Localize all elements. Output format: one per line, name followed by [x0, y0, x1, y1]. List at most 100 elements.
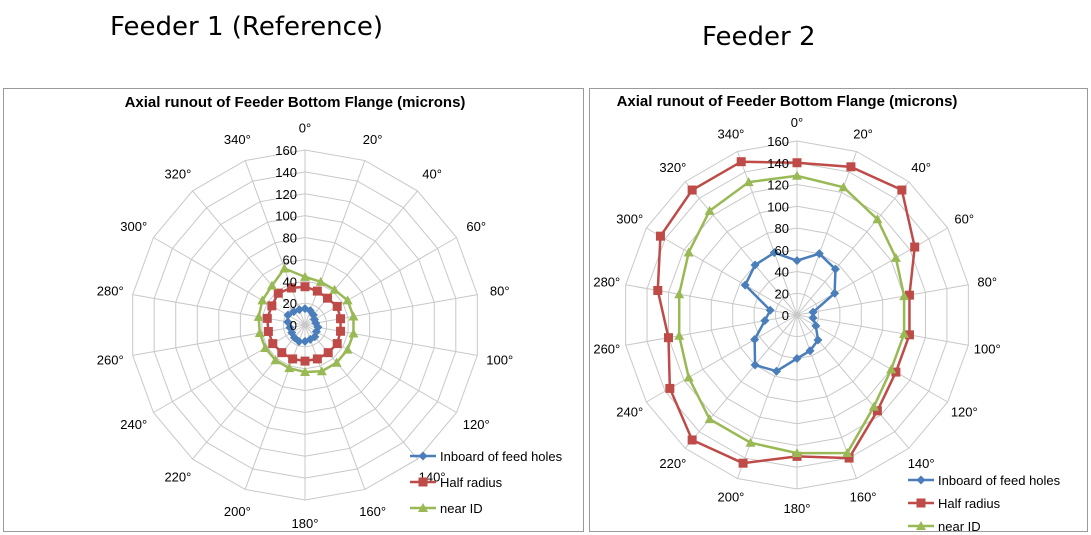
data-point	[740, 280, 750, 290]
grid-spoke	[132, 294, 306, 326]
data-point	[273, 288, 283, 298]
angle-label: 340°	[717, 127, 744, 142]
grid-spoke	[192, 324, 306, 460]
angle-label: 40°	[911, 160, 931, 175]
data-point	[687, 435, 697, 445]
radial-tick-label: 20	[775, 286, 789, 301]
data-point	[300, 282, 310, 292]
angle-label: 20°	[363, 132, 383, 147]
data-point	[312, 354, 322, 364]
data-point	[674, 330, 685, 340]
data-point	[312, 286, 322, 296]
data-point	[805, 346, 815, 356]
data-point	[808, 307, 818, 317]
data-point	[284, 363, 295, 373]
grid-spoke	[153, 237, 306, 326]
angle-label: 100°	[486, 352, 513, 367]
data-point	[842, 447, 853, 457]
angle-label: 320°	[164, 167, 191, 182]
data-point	[270, 355, 281, 365]
data-point	[300, 367, 310, 377]
radial-tick-label: 100	[275, 209, 297, 224]
grid-spoke	[304, 324, 457, 413]
legend-item: Half radius	[410, 475, 503, 490]
data-point	[348, 311, 359, 321]
legend-item: Half radius	[908, 496, 1001, 511]
angle-label: 220°	[164, 469, 191, 484]
data-point	[846, 162, 856, 172]
angle-label: 100°	[974, 342, 1001, 357]
data-point	[760, 316, 770, 326]
angle-label: 220°	[659, 456, 686, 471]
radial-tick-label: 120	[275, 187, 297, 202]
data-point	[704, 414, 715, 424]
data-point	[808, 313, 818, 323]
grid-spoke	[244, 160, 306, 326]
data-point	[704, 205, 715, 215]
data-point	[336, 326, 346, 336]
radial-tick-label: 40	[775, 265, 789, 280]
radial-tick-label: 60	[283, 252, 297, 267]
data-point	[262, 313, 272, 323]
data-point	[267, 301, 277, 311]
data-point	[316, 366, 327, 376]
data-point	[765, 305, 775, 315]
data-point	[904, 290, 914, 300]
data-point	[315, 276, 326, 286]
data-point	[300, 356, 310, 366]
grid-spoke	[646, 227, 798, 316]
legend-item: Inboard of feed holes	[410, 449, 563, 464]
legend-label: Half radius	[440, 475, 503, 490]
data-point	[868, 401, 879, 411]
grid-spoke	[244, 324, 306, 490]
data-point	[674, 289, 685, 299]
radial-tick-label: 60	[775, 243, 789, 258]
legend-item: Inboard of feed holes	[908, 473, 1061, 488]
grid-spoke	[796, 314, 969, 346]
grid-spoke	[153, 324, 306, 413]
angle-label: 60°	[954, 211, 974, 226]
data-point	[886, 364, 897, 374]
grid-spoke	[737, 151, 798, 316]
data-point	[332, 339, 342, 349]
radial-tick-label: 160	[767, 134, 789, 149]
data-point	[891, 367, 901, 377]
series-near-id	[674, 170, 910, 458]
legend-label: near ID	[440, 501, 483, 516]
angle-label: 240°	[120, 417, 147, 432]
radial-tick-label: 0	[290, 318, 297, 333]
angle-label: 20°	[853, 127, 873, 142]
data-point	[872, 406, 882, 416]
data-point	[266, 280, 277, 290]
data-point	[342, 344, 353, 354]
angle-label: 320°	[659, 160, 686, 175]
data-point	[750, 334, 760, 344]
angle-label: 80°	[490, 284, 510, 299]
series-inboard-of-feed-holes	[740, 248, 840, 376]
angle-label: 200°	[717, 489, 744, 504]
grid-spoke	[192, 190, 306, 326]
radial-tick-label: 100	[767, 199, 789, 214]
grid-spoke	[132, 324, 306, 356]
angle-label: 120°	[463, 417, 490, 432]
legend-square-icon	[916, 498, 926, 508]
data-point	[331, 357, 342, 367]
data-point	[743, 177, 754, 187]
angle-label: 180°	[784, 501, 811, 516]
data-point	[336, 314, 346, 324]
grid-spoke	[796, 151, 857, 316]
data-point	[653, 285, 663, 295]
data-point	[769, 248, 779, 258]
angle-label: 160°	[850, 489, 877, 504]
legend-diamond-icon	[418, 451, 428, 461]
series-half-radius	[262, 282, 346, 366]
radial-tick-label: 0	[782, 308, 789, 323]
data-point	[348, 328, 359, 338]
legend-label: Inboard of feed holes	[938, 473, 1061, 488]
legend-diamond-icon	[916, 475, 926, 485]
radial-tick-label: 80	[283, 231, 297, 246]
angle-label: 280°	[593, 274, 620, 289]
data-point	[300, 271, 310, 281]
angle-label: 340°	[224, 132, 251, 147]
radial-tick-label: 140	[275, 165, 297, 180]
